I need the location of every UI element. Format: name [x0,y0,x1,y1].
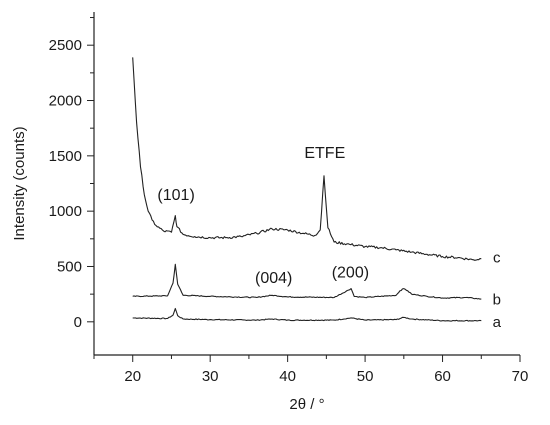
y-tick-label: 2000 [49,93,82,110]
x-axis-title: 2θ / ° [289,396,324,413]
peak-annotation: (004) [255,270,292,287]
y-tick-label: 1000 [49,203,82,220]
y-tick-label: 2500 [49,37,82,54]
series-label-b: b [493,292,501,309]
series-label-c: c [493,250,501,267]
plot-area [93,12,520,356]
series-c-line [132,57,482,261]
x-tick-label: 20 [124,368,141,385]
x-tick-label: 40 [279,368,296,385]
series-a-line [132,307,482,322]
series-label-a: a [493,314,502,331]
peak-annotation: (200) [332,265,369,282]
y-tick-label: 500 [57,258,82,275]
y-tick-label: 1500 [49,148,82,165]
y-axis: 0 500 1000 1500 2000 2500 [49,17,94,331]
x-tick-label: 50 [357,368,374,385]
y-axis-title: Intensity (counts) [11,126,28,240]
x-tick-label: 30 [202,368,219,385]
series-b-line [132,263,482,300]
x-axis: 20 30 40 50 60 70 [93,355,529,385]
y-tick-label: 0 [74,314,82,331]
series-layer [132,57,482,322]
peak-annotation: (101) [157,187,194,204]
x-tick-label: 60 [434,368,451,385]
x-tick-label: 70 [512,368,529,385]
peak-annotation: ETFE [304,145,345,162]
annotations: ab c (101) (004) (200) ETFE [157,145,501,331]
